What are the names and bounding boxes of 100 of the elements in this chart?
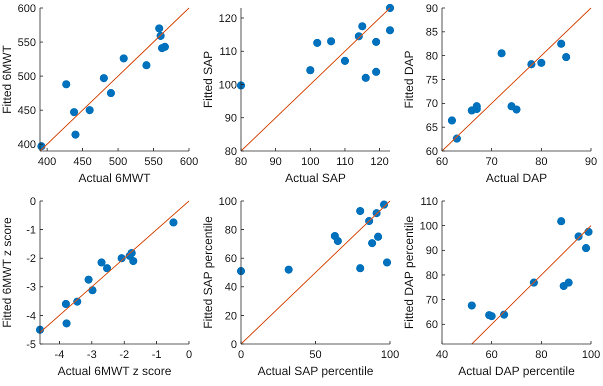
point — [448, 116, 456, 125]
y-tick-label: 20 — [224, 310, 237, 322]
x-tick-label: 0 — [186, 349, 192, 361]
y-tick-label: 100 — [218, 196, 237, 208]
point — [468, 301, 476, 310]
point — [372, 68, 380, 76]
y-tick-label: 40 — [224, 282, 237, 294]
y-tick-label: 80 — [426, 270, 438, 282]
x-axis-title: Actual SAP percentile — [258, 364, 374, 378]
x-tick-label: 90 — [270, 156, 282, 168]
x-tick-label: 120 — [370, 156, 389, 168]
x-tick-label: 0 — [238, 349, 244, 361]
point — [284, 266, 293, 274]
y-tick-label: 500 — [18, 70, 36, 83]
y-axis-title: Fitted 6MWT z score — [0, 216, 14, 328]
point — [62, 80, 70, 88]
y-tick-label: 60 — [426, 319, 438, 332]
y-tick-label: 600 — [18, 2, 36, 15]
y-tick-label: 80 — [426, 50, 438, 63]
y-tick-label: 85 — [426, 26, 438, 39]
y-tick-label: 60 — [224, 253, 237, 266]
point — [358, 22, 366, 30]
y-tick-label: 550 — [18, 36, 36, 49]
x-tick-label: 500 — [108, 156, 128, 168]
point — [340, 56, 350, 65]
y-tick-label: 90 — [426, 2, 438, 15]
y-tick-label: -4 — [26, 310, 36, 322]
x-axis-title: Actual DAP percentile — [458, 364, 576, 378]
point — [512, 105, 521, 114]
point — [106, 89, 116, 98]
y-tick-label: 100 — [420, 220, 438, 233]
point — [372, 38, 380, 46]
x-tick-label: 50 — [309, 349, 322, 361]
point — [62, 300, 70, 308]
point — [557, 217, 566, 226]
point — [313, 38, 322, 47]
point — [537, 58, 546, 67]
point — [100, 74, 108, 82]
y-axis-title: Fitted SAP percentile — [201, 216, 215, 329]
x-tick-label: 110 — [336, 156, 354, 168]
y-tick-label: -3 — [26, 282, 36, 294]
point — [160, 42, 169, 51]
y-tick-label: 65 — [426, 122, 438, 134]
y-tick-label: 70 — [426, 294, 438, 306]
y-tick-label: 80 — [224, 224, 237, 236]
y-tick-label: 110 — [420, 196, 438, 208]
point — [356, 206, 364, 216]
point — [86, 106, 94, 114]
point — [356, 264, 364, 272]
point — [71, 130, 80, 139]
point — [498, 49, 506, 58]
y-tick-label: -2 — [26, 253, 36, 266]
y-tick-label: 90 — [224, 112, 237, 125]
x-tick-label: 100 — [582, 349, 600, 361]
x-tick-label: 100 — [301, 156, 320, 168]
x-axis-title: Actual DAP — [486, 171, 548, 185]
x-axis-title: Actual SAP — [285, 171, 346, 185]
point — [374, 232, 382, 241]
point — [582, 244, 590, 252]
point — [386, 26, 394, 34]
y-tick-label: -5 — [26, 338, 36, 351]
y-axis-title: Fitted 6MWT — [0, 44, 14, 114]
point — [62, 319, 71, 328]
x-tick-label: 70 — [486, 156, 498, 168]
y-tick-label: 80 — [224, 146, 237, 158]
y-axis-title: Fitted DAP — [402, 50, 416, 109]
y-tick-label: 400 — [18, 139, 36, 152]
point — [306, 66, 314, 74]
x-tick-label: 600 — [180, 156, 198, 168]
x-tick-label: 100 — [380, 349, 400, 361]
point — [84, 276, 93, 284]
point — [129, 257, 138, 266]
point — [564, 278, 573, 287]
x-tick-label: -3 — [86, 349, 97, 361]
x-tick-label: 90 — [584, 156, 598, 168]
y-tick-label: 100 — [218, 79, 237, 92]
y-tick-label: 0 — [30, 196, 36, 208]
y-axis-title: Fitted DAP percentile — [402, 216, 416, 330]
point — [386, 4, 394, 12]
x-tick-label: 450 — [73, 156, 92, 168]
x-tick-label: 550 — [144, 156, 163, 168]
point — [102, 264, 112, 272]
x-axis-title: Actual 6MWT — [78, 171, 152, 185]
y-tick-label: 70 — [426, 98, 438, 110]
x-tick-label: 60 — [486, 349, 498, 361]
point — [142, 61, 150, 70]
point — [120, 54, 128, 62]
x-axis-title: Actual 6MWT z score — [58, 364, 172, 378]
y-tick-label: 90 — [426, 245, 438, 258]
point — [362, 74, 370, 82]
point — [382, 258, 392, 267]
point — [368, 239, 376, 248]
y-tick-label: 120 — [218, 12, 237, 25]
x-tick-label: 400 — [38, 156, 56, 168]
point — [327, 37, 336, 46]
x-tick-label: 60 — [436, 156, 448, 168]
x-tick-label: -1 — [152, 349, 162, 361]
point — [70, 108, 78, 116]
point — [334, 236, 342, 246]
point — [169, 218, 178, 227]
